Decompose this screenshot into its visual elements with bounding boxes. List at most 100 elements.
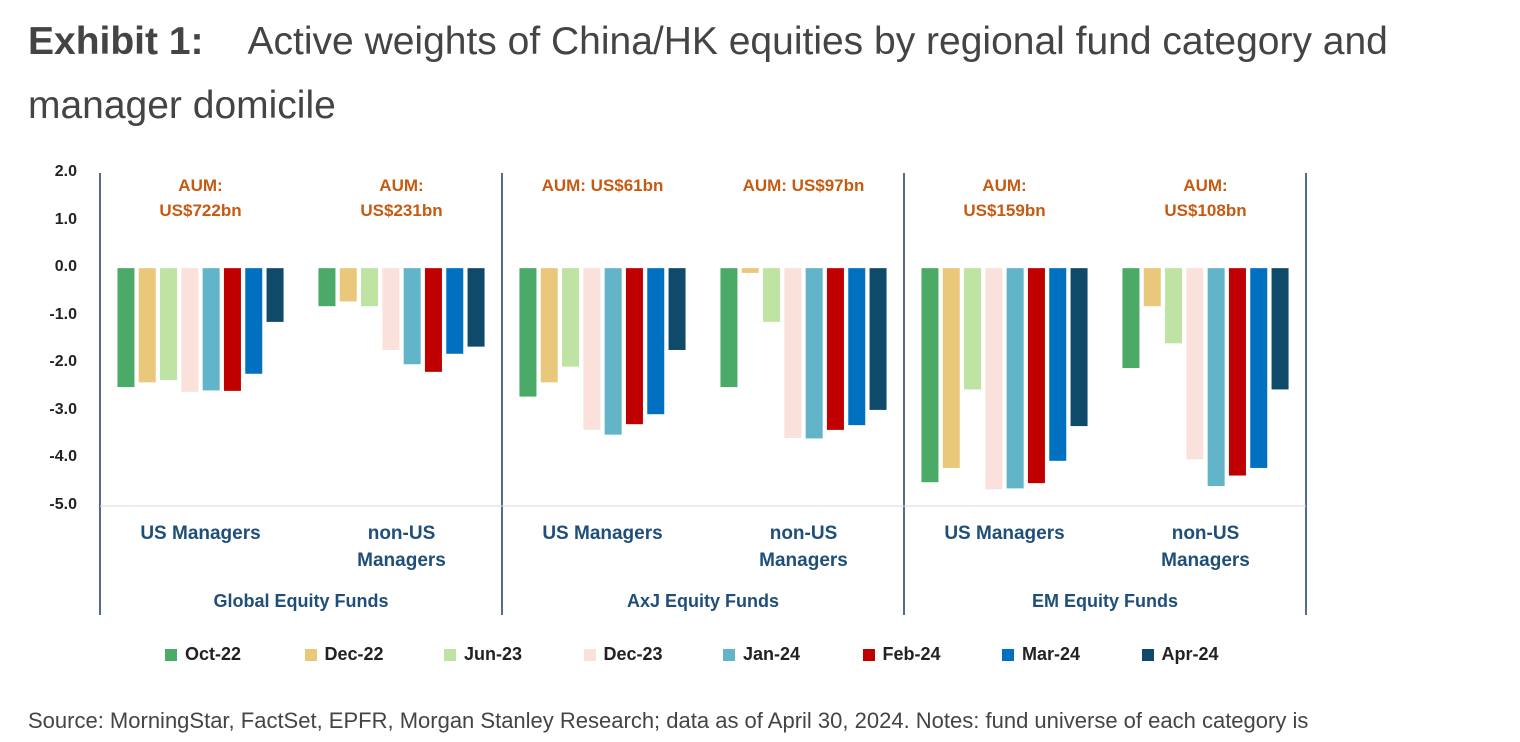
bar <box>848 268 866 426</box>
x-tick-label: non-US Managers <box>759 523 848 571</box>
legend-swatch <box>862 648 875 661</box>
bar <box>202 268 220 391</box>
annotation: AUM: US$61bn <box>541 176 664 195</box>
bar <box>382 268 400 350</box>
x-tick-label: US Managers <box>542 523 663 544</box>
x-tick-label: non-US Managers <box>1161 523 1250 571</box>
annotation: AUM: US$722bn <box>159 176 242 220</box>
legend-item: Dec-23 <box>583 644 663 665</box>
legend-swatch <box>304 648 317 661</box>
bar <box>467 268 485 347</box>
bar <box>625 268 643 425</box>
bar <box>921 268 939 483</box>
legend-swatch <box>583 648 596 661</box>
legend-item: Jan-24 <box>723 644 800 665</box>
y-tick-label: 2.0 <box>54 163 77 180</box>
legend-item: Feb-24 <box>862 644 941 665</box>
bar <box>1228 268 1246 476</box>
bar <box>668 268 686 350</box>
legend-item: Oct-22 <box>165 644 241 665</box>
legend-item: Apr-24 <box>1141 644 1219 665</box>
bar <box>985 268 1003 490</box>
bar <box>424 268 442 372</box>
legend-swatch <box>165 648 177 661</box>
bar <box>160 268 178 380</box>
legend-label: Mar-24 <box>1022 644 1081 664</box>
bar <box>1271 268 1289 390</box>
y-tick-label: 1.0 <box>54 210 77 228</box>
bar <box>1049 268 1067 461</box>
annotation: AUM: US$231bn <box>360 176 443 220</box>
bar <box>604 268 622 435</box>
legend-item: Dec-22 <box>304 644 384 665</box>
bar <box>1186 268 1204 460</box>
x-tick-label: non-US Managers <box>357 523 446 571</box>
group-label: AxJ Equity Funds <box>626 591 779 611</box>
y-tick-label: -4.0 <box>49 448 77 466</box>
group-label: Global Equity Funds <box>213 591 389 611</box>
bar <box>805 268 823 439</box>
bar <box>117 268 135 388</box>
chart-title: Active weights of China/HK equities by r… <box>28 20 1388 127</box>
bar <box>583 268 601 430</box>
y-tick-label: 0.0 <box>54 258 77 276</box>
bar <box>562 268 580 367</box>
bar <box>446 268 464 354</box>
legend-swatch <box>444 648 456 661</box>
y-tick-label: -1.0 <box>49 305 77 323</box>
bar <box>339 268 357 302</box>
bar <box>869 268 887 410</box>
bar <box>1070 268 1088 427</box>
bar <box>1207 268 1225 487</box>
x-tick-label: US Managers <box>140 523 261 544</box>
legend-label: Jan-24 <box>743 644 801 664</box>
bar <box>942 268 960 468</box>
bar <box>1122 268 1140 369</box>
legend-swatch <box>1141 648 1154 661</box>
bar <box>1006 268 1024 489</box>
legend-label: Dec-23 <box>603 644 663 664</box>
annotation: AUM: US$97bn <box>742 176 865 195</box>
bar <box>403 268 421 365</box>
bar <box>1165 268 1183 344</box>
bar <box>1250 268 1268 468</box>
exhibit-label: Exhibit 1: <box>28 20 204 63</box>
bar <box>138 268 156 383</box>
legend-label: Oct-22 <box>185 644 242 664</box>
bar <box>964 268 982 390</box>
legend-item: Jun-23 <box>444 644 522 665</box>
x-tick-label: US Managers <box>944 523 1065 544</box>
bar <box>720 268 738 388</box>
legend-label: Dec-22 <box>324 644 384 664</box>
bar <box>784 268 802 438</box>
annotation: AUM: US$108bn <box>1164 176 1247 220</box>
legend-item: Mar-24 <box>1002 644 1080 665</box>
bar <box>647 268 665 415</box>
bar <box>245 268 263 374</box>
annotation: AUM: US$159bn <box>963 176 1046 220</box>
legend-label: Apr-24 <box>1161 644 1219 664</box>
legend-swatch <box>723 648 735 661</box>
bar <box>763 268 781 322</box>
bar <box>826 268 844 430</box>
bar <box>223 268 241 391</box>
group-label: EM Equity Funds <box>1032 591 1178 611</box>
bar <box>318 268 336 307</box>
bar <box>540 268 558 383</box>
y-tick-label: -3.0 <box>49 400 77 418</box>
y-tick-label: -2.0 <box>49 353 77 371</box>
legend-label: Jun-23 <box>464 644 523 664</box>
bar <box>361 268 379 307</box>
bar <box>741 268 759 273</box>
title-block: Exhibit 1: Active weights of China/HK equ… <box>28 10 1508 138</box>
bar <box>519 268 537 397</box>
bar <box>266 268 284 322</box>
bar <box>1143 268 1161 307</box>
source-note: Source: MorningStar, FactSet, EPFR, Morg… <box>28 708 1309 733</box>
legend-swatch <box>1002 648 1014 661</box>
legend-label: Feb-24 <box>882 644 941 664</box>
bar <box>181 268 199 392</box>
y-tick-label: -5.0 <box>49 496 77 513</box>
